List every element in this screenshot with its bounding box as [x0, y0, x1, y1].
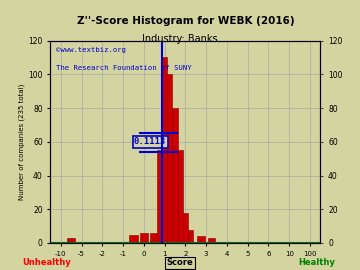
Text: ©www.textbiz.org: ©www.textbiz.org — [56, 46, 126, 53]
Title: Z''-Score Histogram for WEBK (2016): Z''-Score Histogram for WEBK (2016) — [77, 16, 294, 26]
Bar — [67, 238, 75, 243]
Bar — [197, 236, 204, 243]
Bar — [150, 233, 158, 243]
Bar — [188, 230, 193, 243]
Text: The Research Foundation of SUNY: The Research Foundation of SUNY — [56, 65, 192, 71]
Text: Industry: Banks: Industry: Banks — [142, 34, 218, 44]
Text: Unhealthy: Unhealthy — [22, 258, 71, 267]
Bar — [162, 58, 167, 243]
Text: 0.1113: 0.1113 — [134, 137, 166, 146]
Bar — [172, 108, 177, 243]
Bar — [177, 150, 183, 243]
Bar — [129, 235, 138, 243]
Text: Score: Score — [167, 258, 193, 267]
Bar — [183, 213, 188, 243]
Bar — [157, 150, 162, 243]
Y-axis label: Number of companies (235 total): Number of companies (235 total) — [19, 83, 26, 200]
Bar — [167, 74, 172, 243]
Bar — [140, 233, 148, 243]
Text: Healthy: Healthy — [298, 258, 335, 267]
Bar — [208, 238, 215, 243]
